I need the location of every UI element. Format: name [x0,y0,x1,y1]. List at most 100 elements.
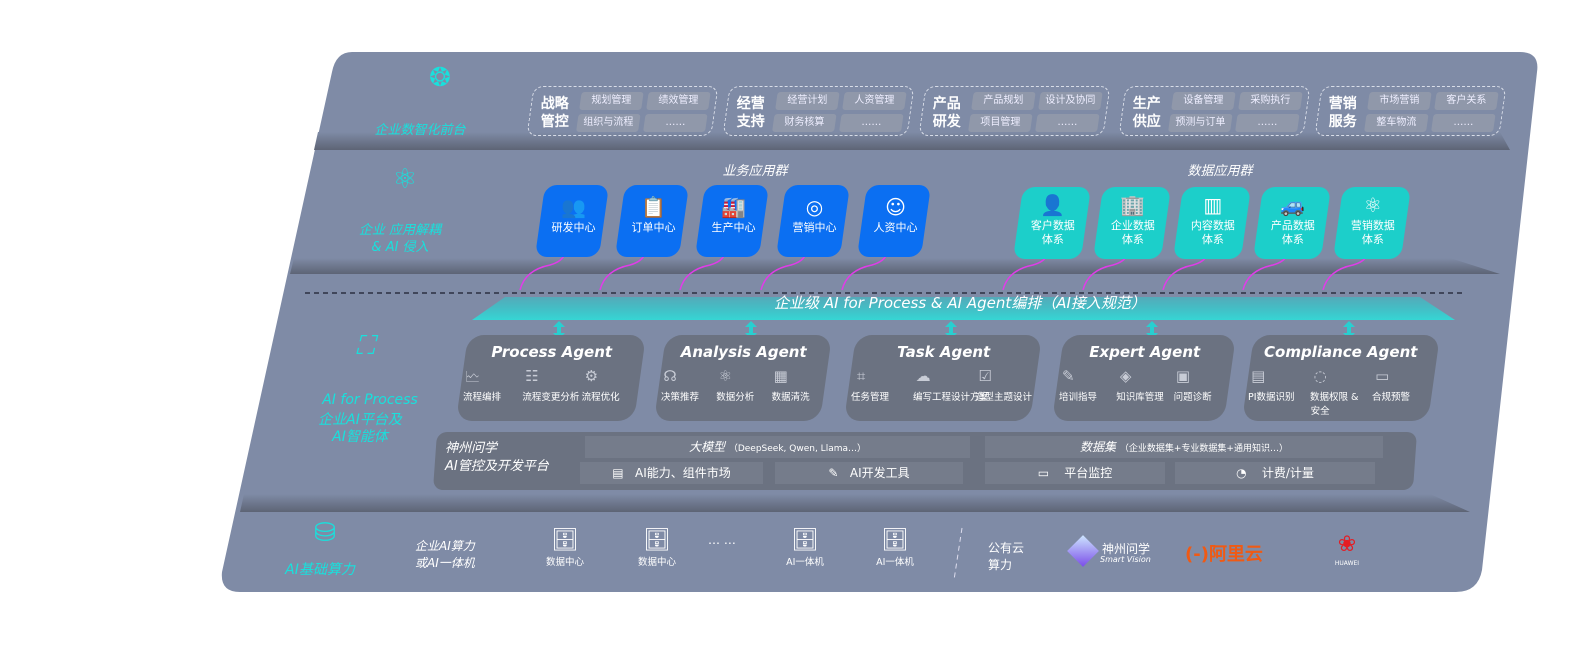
agent-card[interactable]: Analysis Agent ☊ 决策推荐 ⚛ 数据分析 ▦ 数据清洗 [653,335,833,421]
business-app-card[interactable]: ◎ 营销中心 [775,185,851,257]
front-item[interactable]: 项目管理 [968,114,1033,132]
double-arrow-icon [1343,321,1355,339]
agent-capability: ⌗ 任务管理 [851,367,912,403]
server-ellipsis: … … [708,533,736,547]
front-group-title: 经营 支持 [736,96,765,130]
business-app-card[interactable]: 🏭 生产中心 [694,185,770,257]
dataset-note: （企业数据集+专业数据集+通用知识…） [1119,444,1288,454]
front-item[interactable]: 预测与订单 [1168,114,1233,132]
aliyun-text: 阿里云 [1208,544,1263,565]
capability-label: 问题诊断 [1173,392,1212,403]
smart-vision-en: Smart Vision [1100,555,1151,564]
front-item[interactable]: 组织与流程 [576,114,641,132]
server: 🗄 数据中心 [540,528,590,568]
agent-capability: ⚙ 流程优化 [582,367,641,403]
clipboard-icon: 📋 [641,195,666,219]
ai-layer-label-cn: 企业AI平台及 AI智能体 [318,412,402,445]
front-item[interactable]: 采购执行 [1238,92,1303,110]
agent-card[interactable]: Expert Agent ✎ 培训指导 ◈ 知识库管理 ▣ 问题诊断 [1051,335,1237,421]
data-app-card[interactable]: 🏢 企业数据 体系 [1092,187,1172,259]
capability-icon: 🗠 [465,368,481,386]
car-icon: 🚙 [1280,193,1306,217]
front-item[interactable]: 产品规划 [971,92,1036,110]
capability-icon: ◈ [1119,367,1132,385]
capability-label: 流程优化 [581,392,620,403]
business-app-card[interactable]: 📋 订单中心 [614,185,690,257]
front-item-label: …… [1057,117,1078,128]
agent-capability: ▣ 问题诊断 [1174,367,1231,403]
agent-card[interactable]: Process Agent 🗠 流程编排 ☷ 流程变更分析 ⚙ 流程优化 [455,335,647,421]
monitor-bar[interactable]: ▭ 平台监控 [985,462,1165,484]
agent-capability: ◈ 知识库管理 [1116,367,1173,403]
agent-title: Expert Agent [1089,343,1201,361]
data-apps-title: 数据应用群 [1187,164,1253,179]
billing-bar[interactable]: ◔ 计费/计量 [1175,462,1375,484]
front-item[interactable]: 客户关系 [1434,92,1499,110]
agent-capability: ☷ 流程变更分析 [522,367,581,403]
data-app-card[interactable]: 👤 客户数据 体系 [1012,187,1092,259]
agent-capability: ☑ 造型主题设计 [975,367,1036,403]
agent-card[interactable]: Task Agent ⌗ 任务管理 ☁ 编写工程设计方案 ☑ 造型主题设计 [843,335,1043,421]
agent-capability: ✎ 培训指导 [1059,367,1116,403]
front-item[interactable]: 设计及协同 [1038,92,1103,110]
card-label: 营销中心 [792,221,837,234]
front-layer-label: 企业数智化前台 [374,123,466,138]
front-item[interactable]: 整车物流 [1364,114,1429,132]
business-app-card[interactable]: ☺ 人资中心 [856,185,932,257]
team-icon: 👥 [561,195,586,219]
front-item-label: 财务核算 [784,117,825,128]
business-apps-title: 业务应用群 [722,164,788,179]
front-item-label: 整车物流 [1376,117,1417,128]
card-label: 产品数据 体系 [1270,219,1315,246]
ai-layer-label-en: AI for Process [322,392,418,408]
front-item[interactable]: …… [643,114,708,132]
agent-title: Task Agent [897,343,991,361]
front-item-label: 规划管理 [591,95,632,106]
model-label: 大模型 [688,440,725,454]
gauge-icon: ◔ [1236,466,1251,480]
data-app-card[interactable]: ⚛ 营销数据 体系 [1332,187,1412,259]
front-item-label: 设备管理 [1183,95,1224,106]
factory-icon: 🏭 [721,195,746,219]
agent-capability: ▤ PI数据识别 [1248,367,1309,417]
monitor-icon: ▭ [1037,466,1053,480]
public-cloud-label: 公有云 算力 [988,541,1025,572]
front-item[interactable]: …… [1235,114,1300,132]
front-item[interactable]: 设备管理 [1171,92,1236,110]
front-item-label: 组织与流程 [583,117,634,128]
data-app-card[interactable]: 🚙 产品数据 体系 [1252,187,1332,259]
front-item[interactable]: 人资管理 [842,92,907,110]
front-item[interactable]: 经营计划 [775,92,840,110]
card-label: 内容数据 体系 [1190,219,1235,246]
agent-card[interactable]: Compliance Agent ▤ PI数据识别 ◌ 数据权限 & 安全 ▭ 合规预警 [1241,335,1441,421]
front-item[interactable]: …… [839,114,904,132]
capability-icon: ☊ [663,367,677,385]
front-item[interactable]: 市场营销 [1367,92,1432,110]
devtools-bar[interactable]: ✎ AI开发工具 [775,462,963,484]
double-arrow-icon [553,321,565,339]
front-item[interactable]: 财务核算 [772,114,837,132]
atom-icon: ⚛ [1363,193,1382,217]
books-icon: ▥ [1203,193,1223,217]
capability-label: 流程编排 [462,392,502,403]
front-item[interactable]: 绩效管理 [646,92,711,110]
market-icon: ▤ [612,466,628,480]
data-app-card[interactable]: ▥ 内容数据 体系 [1172,187,1252,259]
face-scan-icon: ⛶ [355,331,375,361]
capability-icon: ⚛ [718,367,733,385]
front-item[interactable]: …… [1431,114,1496,132]
agent-title: Compliance Agent [1264,343,1418,361]
agent-capability: ▭ 合规预警 [1372,367,1433,417]
model-note: （DeepSeek, Qwen, Llama…） [728,444,866,454]
front-item[interactable]: …… [1035,114,1100,132]
business-app-card[interactable]: 👥 研发中心 [534,185,610,257]
capability-label: 知识库管理 [1116,392,1164,403]
front-item[interactable]: 规划管理 [579,92,644,110]
card-label: 客户数据 体系 [1030,219,1075,246]
agent-capability: ☁ 编写工程设计方案 [913,367,989,403]
front-item-label: 预测与订单 [1175,117,1226,128]
card-label: 生产中心 [711,221,756,234]
smart-vision-cn: 神州问学 [1102,542,1151,556]
market-bar[interactable]: ▤ AI能力、组件市场 [580,462,763,484]
orchestration-banner-bg [472,297,1455,320]
